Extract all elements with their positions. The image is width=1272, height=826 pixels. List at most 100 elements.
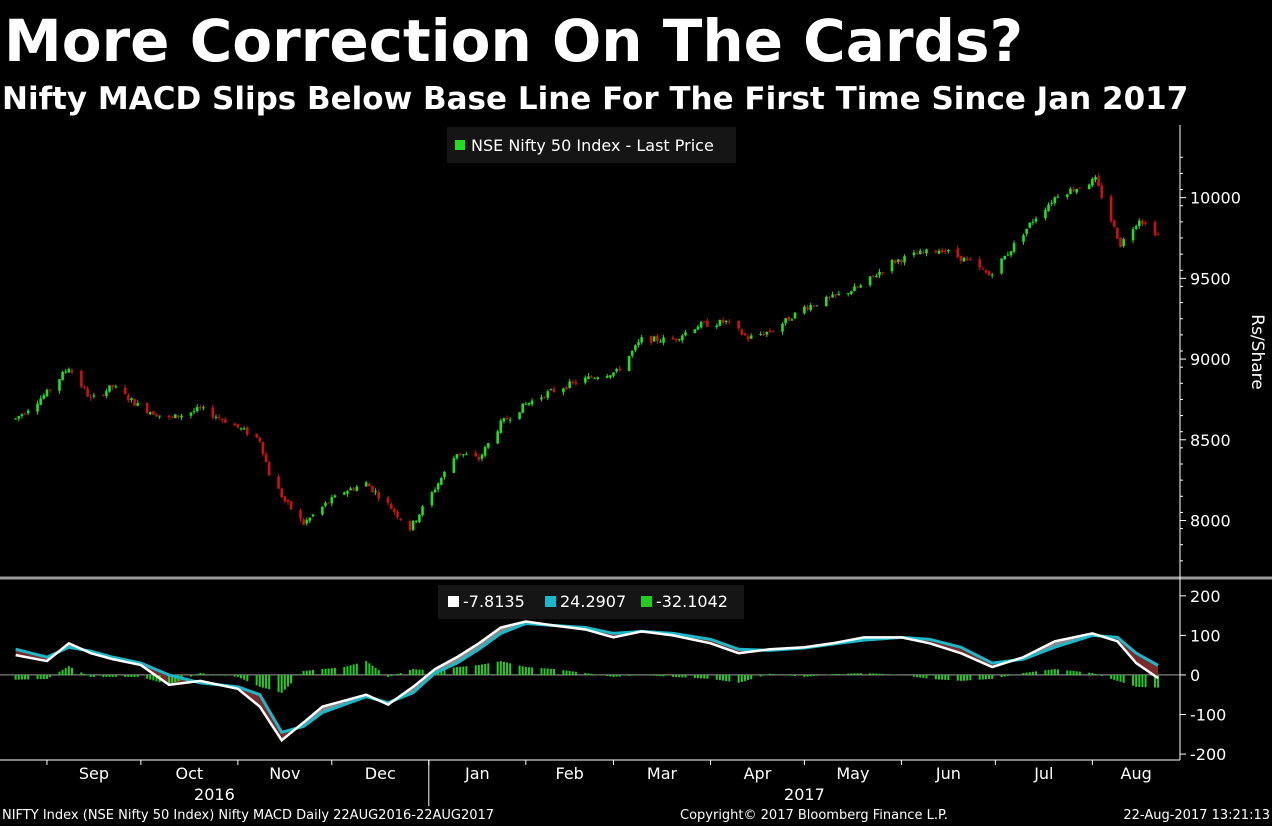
candle-body xyxy=(105,390,108,396)
candle-body xyxy=(677,339,681,341)
candle-body xyxy=(233,423,237,426)
candle-body xyxy=(261,441,265,455)
candle-body xyxy=(202,407,205,409)
candle-body xyxy=(634,345,637,351)
candle-body xyxy=(1072,189,1075,192)
candle-body xyxy=(1022,235,1025,242)
candle-body xyxy=(389,504,393,510)
candle-body xyxy=(368,483,371,487)
candle-body xyxy=(195,407,199,412)
candle-body xyxy=(562,388,565,393)
candle-body xyxy=(706,320,709,327)
candle-body xyxy=(505,417,509,420)
candle-body xyxy=(1100,185,1104,198)
candle-body xyxy=(111,385,114,387)
candle-body xyxy=(42,395,46,399)
candle-body xyxy=(543,396,546,398)
candle-body xyxy=(1094,177,1097,180)
candle-body xyxy=(36,403,39,412)
candle-body xyxy=(342,492,346,495)
candle-body xyxy=(173,414,177,419)
x-axis: Sep Oct Nov Dec Jan Feb Mar Apr May Jun Jul Aug 2016… xyxy=(46,760,1152,806)
candle-body xyxy=(609,375,612,378)
candle-body xyxy=(145,403,149,413)
candle-body xyxy=(180,415,183,418)
candle-body xyxy=(1012,243,1016,252)
macd-legend-label: -32.1042 xyxy=(656,592,728,611)
candle-body xyxy=(48,389,52,391)
candle-body xyxy=(900,259,903,263)
chart-subtitle: Nifty MACD Slips Below Base Line For The… xyxy=(2,81,1189,117)
candle-body xyxy=(418,514,421,522)
candle-body xyxy=(1009,251,1013,256)
candle-body xyxy=(327,502,330,504)
candle-body xyxy=(727,321,731,323)
candle-body xyxy=(856,286,859,288)
candle-body xyxy=(1131,229,1135,241)
candle-body xyxy=(1122,239,1125,247)
candle-body xyxy=(148,412,152,415)
candle-body xyxy=(321,506,324,515)
candle-body xyxy=(483,447,487,456)
candle-body xyxy=(486,443,490,448)
candle-body xyxy=(80,370,83,387)
candle-body xyxy=(965,258,969,260)
x-month-label: Jan xyxy=(464,764,490,783)
candle-body xyxy=(922,252,925,254)
candle-body xyxy=(386,497,390,503)
candle-body xyxy=(878,271,881,276)
macd-legend-swatch xyxy=(641,596,652,607)
x-year-label: 2017 xyxy=(784,785,825,804)
candle-body xyxy=(377,492,381,499)
candle-body xyxy=(45,389,49,397)
candle-body xyxy=(1069,188,1072,195)
candle-body xyxy=(659,341,662,343)
candle-body xyxy=(990,274,994,276)
price-panel: 8000 8500 9000 9500 10000 Rs/Share NSE Nifty 5… xyxy=(14,127,1267,562)
candle-body xyxy=(396,511,399,518)
candle-body xyxy=(875,275,878,278)
candle-body xyxy=(242,428,246,430)
candle-body xyxy=(411,520,415,531)
candle-body xyxy=(1144,222,1147,224)
candle-body xyxy=(981,268,985,270)
candle-body xyxy=(502,418,506,422)
candle-body xyxy=(155,414,158,417)
candle-body xyxy=(371,486,374,492)
candle-body xyxy=(571,381,575,383)
candle-body xyxy=(61,372,64,380)
candle-body xyxy=(299,510,302,519)
candle-body xyxy=(853,286,856,292)
candle-body xyxy=(86,388,89,397)
price-legend-label: NSE Nifty 50 Index - Last Price xyxy=(471,136,714,155)
candle-body xyxy=(114,386,118,388)
footer-copyright: Copyright© 2017 Bloomberg Finance L.P. xyxy=(680,808,948,823)
candle-body xyxy=(480,454,484,459)
candle-body xyxy=(630,350,634,356)
candle-body xyxy=(1078,187,1082,189)
candle-body xyxy=(699,321,703,328)
candle-body xyxy=(959,255,963,261)
price-y-tick-label: 9500 xyxy=(1190,269,1231,288)
candle-body xyxy=(399,518,402,520)
candle-body xyxy=(158,415,161,417)
candle-body xyxy=(220,419,224,421)
candle-body xyxy=(740,329,744,335)
candle-body xyxy=(1112,220,1116,227)
candle-body xyxy=(890,260,894,272)
candle-body xyxy=(696,326,700,330)
price-y-tick-label: 8000 xyxy=(1190,512,1231,531)
candle-body xyxy=(674,338,678,341)
candle-body xyxy=(671,337,675,340)
candle-body xyxy=(421,506,424,516)
candle-body xyxy=(574,381,578,384)
candle-body xyxy=(461,454,465,456)
candle-body xyxy=(39,398,42,405)
candle-body xyxy=(825,296,828,307)
candle-body xyxy=(280,488,283,498)
candle-body xyxy=(14,418,17,420)
candle-body xyxy=(968,259,972,261)
candle-body xyxy=(568,381,571,388)
candle-body xyxy=(940,249,944,253)
candle-body xyxy=(83,386,86,389)
